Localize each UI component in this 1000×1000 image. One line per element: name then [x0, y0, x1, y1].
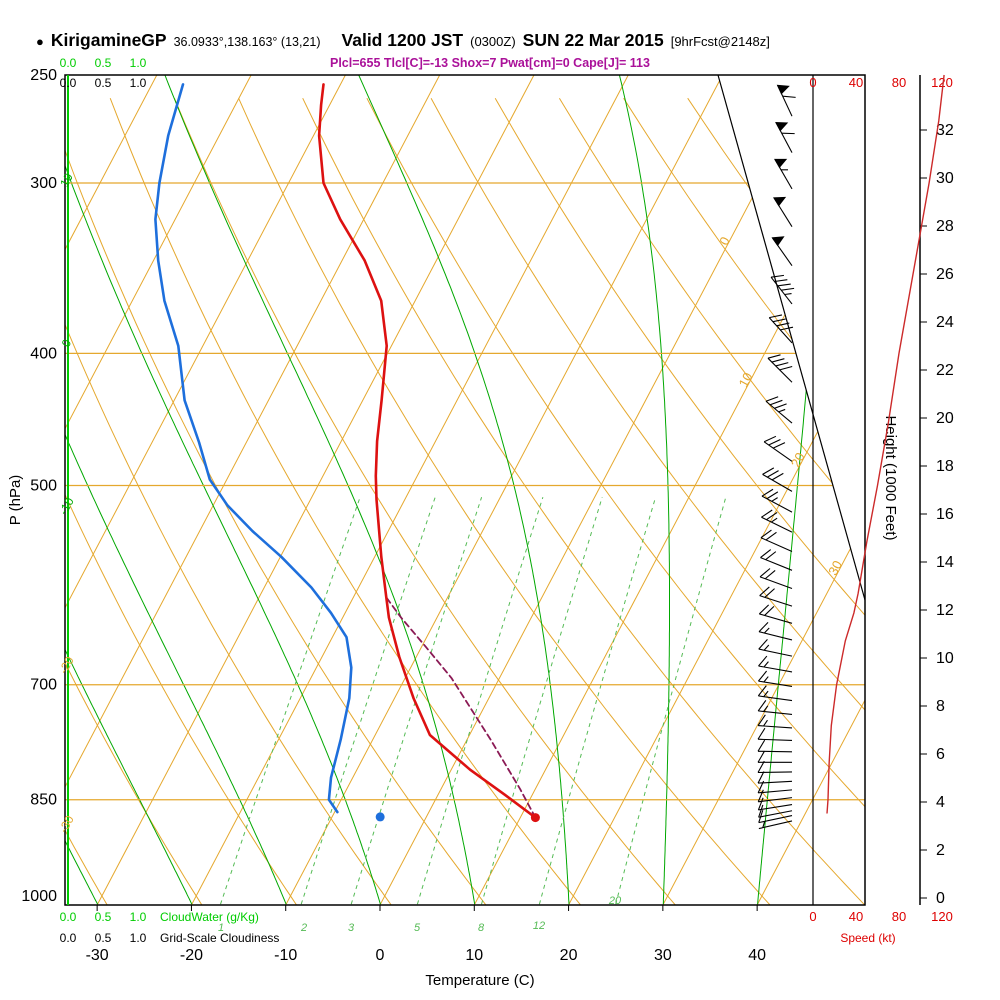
svg-text:20: 20	[560, 947, 578, 964]
svg-text:5: 5	[414, 922, 421, 934]
station-name: KirigamineGP	[50, 30, 167, 50]
svg-text:12: 12	[936, 602, 954, 619]
svg-text:700: 700	[30, 677, 57, 694]
svg-text:250: 250	[30, 67, 57, 84]
svg-text:20: 20	[608, 895, 622, 907]
svg-text:0.5: 0.5	[95, 931, 112, 945]
temperature-curve	[317, 83, 537, 819]
svg-text:20: 20	[788, 450, 808, 470]
svg-text:1.0: 1.0	[130, 931, 147, 945]
svg-text:CloudWater (g/Kg): CloudWater (g/Kg)	[160, 910, 259, 924]
svg-text:10: 10	[465, 947, 483, 964]
surface-temperature-dot	[530, 813, 540, 823]
svg-text:0.0: 0.0	[60, 56, 77, 70]
dewpoint-curve	[154, 83, 353, 814]
svg-text:850: 850	[30, 792, 57, 809]
svg-text:10: 10	[936, 650, 954, 667]
wind-barbs	[757, 84, 796, 830]
svg-text:0.5: 0.5	[95, 56, 112, 70]
svg-text:2: 2	[300, 922, 307, 934]
title-bar: ● KirigamineGP 36.0933°,138.163° (13,21)…	[36, 30, 770, 51]
svg-text:0.0: 0.0	[60, 910, 77, 924]
svg-text:20: 20	[936, 410, 954, 427]
svg-text:8: 8	[478, 922, 485, 934]
svg-text:0.0: 0.0	[60, 931, 77, 945]
svg-text:Speed (kt): Speed (kt)	[840, 931, 895, 945]
svg-text:12: 12	[533, 920, 545, 932]
svg-text:1.0: 1.0	[130, 76, 147, 90]
svg-text:10: 10	[57, 171, 76, 190]
svg-text:0: 0	[59, 337, 75, 350]
svg-text:-20: -20	[56, 654, 77, 676]
svg-text:40: 40	[748, 947, 766, 964]
svg-text:80: 80	[892, 75, 906, 90]
svg-text:32: 32	[936, 122, 954, 139]
skewt-background-lines	[65, 75, 865, 905]
svg-text:0: 0	[809, 75, 816, 90]
svg-text:300: 300	[30, 175, 57, 192]
svg-text:0: 0	[716, 234, 733, 247]
svg-text:0: 0	[376, 947, 385, 964]
svg-text:500: 500	[30, 477, 57, 494]
valid-date: SUN 22 Mar 2015	[522, 30, 664, 50]
svg-text:-30: -30	[86, 947, 109, 964]
svg-text:3: 3	[348, 922, 355, 934]
svg-text:18: 18	[936, 458, 954, 475]
svg-text:4: 4	[936, 794, 945, 811]
valid-time: Valid 1200 JST	[341, 30, 464, 50]
svg-text:400: 400	[30, 345, 57, 362]
svg-text:120: 120	[931, 75, 953, 90]
wind-speed-curve	[826, 74, 945, 814]
svg-text:26: 26	[936, 266, 954, 283]
svg-text:22: 22	[936, 362, 954, 379]
svg-text:0.5: 0.5	[95, 76, 112, 90]
svg-text:40: 40	[849, 75, 863, 90]
svg-text:Grid-Scale Cloudiness: Grid-Scale Cloudiness	[160, 931, 279, 945]
svg-text:30: 30	[825, 558, 845, 578]
svg-text:1: 1	[218, 922, 224, 934]
svg-text:0.5: 0.5	[95, 910, 112, 924]
svg-text:1.0: 1.0	[130, 56, 147, 70]
svg-text:6: 6	[936, 746, 945, 763]
svg-text:10: 10	[736, 370, 756, 390]
valid-time-utc: (0300Z)	[470, 34, 516, 49]
svg-text:28: 28	[936, 218, 954, 235]
svg-text:1000: 1000	[21, 888, 57, 905]
svg-text:0: 0	[936, 890, 945, 907]
station-bullet-icon: ●	[36, 34, 44, 49]
forecast-tag: [9hrFcst@2148z]	[670, 34, 770, 49]
svg-text:0.0: 0.0	[60, 76, 77, 90]
svg-text:14: 14	[936, 554, 954, 571]
stability-parameters: Plcl=655 Tlcl[C]=-13 Shox=7 Pwat[cm]=0 C…	[330, 56, 650, 70]
svg-text:P (hPa): P (hPa)	[7, 475, 24, 526]
svg-text:-30: -30	[56, 813, 77, 835]
svg-text:40: 40	[849, 909, 863, 924]
station-coordinates: 36.0933°,138.163° (13,21)	[173, 35, 321, 49]
parcel-ascent-path	[385, 596, 537, 819]
svg-text:2: 2	[936, 842, 945, 859]
svg-text:Height (1000 Feet): Height (1000 Feet)	[882, 415, 899, 540]
svg-text:30: 30	[936, 170, 954, 187]
svg-text:24: 24	[936, 314, 954, 331]
svg-text:80: 80	[892, 909, 906, 924]
svg-text:-10: -10	[274, 947, 297, 964]
svg-text:8: 8	[936, 698, 945, 715]
plot-frame	[64, 74, 921, 906]
svg-text:120: 120	[931, 909, 953, 924]
svg-text:16: 16	[936, 506, 954, 523]
svg-text:30: 30	[654, 947, 672, 964]
svg-text:1.0: 1.0	[130, 910, 147, 924]
svg-text:-20: -20	[180, 947, 203, 964]
surface-dewpoint-dot	[375, 812, 385, 822]
svg-text:0: 0	[809, 909, 816, 924]
svg-text:Temperature (C): Temperature (C)	[425, 972, 534, 989]
